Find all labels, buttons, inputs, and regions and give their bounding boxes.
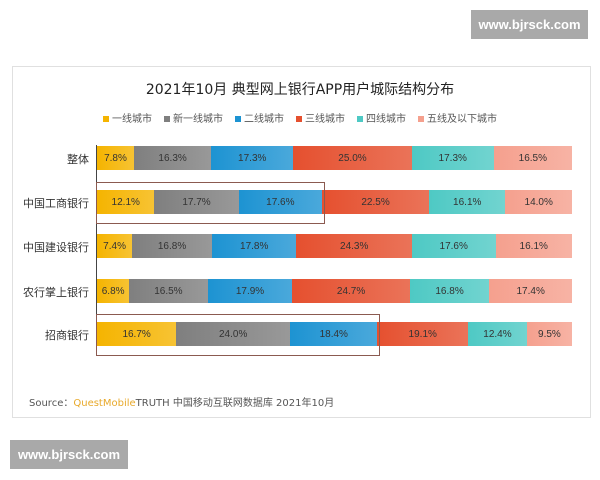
category-label: 招商银行 xyxy=(45,329,89,342)
legend-label: 一线城市 xyxy=(112,114,152,125)
bar-segment: 17.4% xyxy=(489,279,572,303)
legend: 一线城市 新一线城市 二线城市 三线城市 四线城市 五线及以下城市 xyxy=(0,110,600,125)
category-label: 中国建设银行 xyxy=(23,241,89,254)
highlight-box xyxy=(96,182,326,224)
bar-segment: 24.7% xyxy=(292,279,410,303)
bar-segment: 14.0% xyxy=(505,190,572,214)
source-note: Source：QuestMobileTRUTH 中国移动互联网数据库 2021年… xyxy=(29,394,334,409)
bar-row: 7.8% 16.3% 17.3% 25.0% 17.3% 16.5% xyxy=(97,146,572,170)
category-label: 中国工商银行 xyxy=(23,197,89,210)
legend-swatch xyxy=(357,116,363,122)
legend-swatch xyxy=(164,116,170,122)
category-label: 整体 xyxy=(67,153,89,166)
bar-segment: 9.5% xyxy=(526,322,572,346)
bar-row: 12.1% 17.7% 17.6% 22.5% 16.1% 14.0% xyxy=(97,190,572,214)
bar-segment: 17.9% xyxy=(207,279,293,303)
bar-segment: 24.0% xyxy=(176,322,291,346)
legend-swatch xyxy=(235,116,241,122)
bar-row: 6.8% 16.5% 17.9% 24.7% 16.8% 17.4% xyxy=(97,279,572,303)
source-text: TRUTH 中国移动互联网数据库 2021年10月 xyxy=(135,398,335,409)
source-brand: QuestMobile xyxy=(73,398,136,409)
bar-segment: 17.6% xyxy=(411,234,496,258)
bar-segment: 17.3% xyxy=(411,146,494,170)
bar-segment: 16.1% xyxy=(495,234,572,258)
legend-label: 新一线城市 xyxy=(173,114,223,125)
bar-segment: 16.1% xyxy=(429,190,506,214)
highlight-box xyxy=(96,314,381,356)
bar-segment: 7.8% xyxy=(97,146,134,170)
source-prefix: Source： xyxy=(29,398,74,409)
legend-label: 二线城市 xyxy=(244,114,284,125)
bar-segment: 16.5% xyxy=(129,279,208,303)
bar-row: 7.4% 16.8% 17.8% 24.3% 17.6% 16.1% xyxy=(97,234,572,258)
bar-segment: 12.1% xyxy=(97,190,155,214)
watermark-top: www.bjrsck.com xyxy=(471,10,588,39)
bar-segment: 7.4% xyxy=(97,234,133,258)
chart-title: 2021年10月 典型网上银行APP用户城际结构分布 xyxy=(145,82,455,98)
bar-segment: 19.1% xyxy=(377,322,469,346)
legend-item: 四线城市 xyxy=(357,110,406,125)
bar-segment: 17.6% xyxy=(238,190,323,214)
bar-segment: 24.3% xyxy=(296,234,412,258)
bar-segment: 12.4% xyxy=(468,322,527,346)
bar-segment: 16.8% xyxy=(409,279,490,303)
bar-segment: 17.7% xyxy=(154,190,239,214)
bar-segment: 25.0% xyxy=(293,146,412,170)
bar-segment: 17.3% xyxy=(211,146,294,170)
bar-segment: 16.3% xyxy=(133,146,212,170)
legend-item: 二线城市 xyxy=(235,110,284,125)
bar-row: 16.7% 24.0% 18.4% 19.1% 12.4% 9.5% xyxy=(97,322,572,346)
legend-swatch xyxy=(103,116,109,122)
legend-label: 四线城市 xyxy=(366,114,406,125)
legend-swatch xyxy=(418,116,424,122)
bar-segment: 22.5% xyxy=(322,190,429,214)
watermark-bottom: www.bjrsck.com xyxy=(10,440,128,469)
legend-swatch xyxy=(296,116,302,122)
legend-item: 五线及以下城市 xyxy=(418,110,497,125)
y-axis-line xyxy=(96,145,97,355)
bar-segment: 17.8% xyxy=(211,234,297,258)
category-label: 农行掌上银行 xyxy=(23,286,89,299)
legend-label: 三线城市 xyxy=(305,114,345,125)
legend-item: 三线城市 xyxy=(296,110,345,125)
bar-segment: 18.4% xyxy=(290,322,378,346)
bar-segment: 16.7% xyxy=(97,322,177,346)
legend-item: 新一线城市 xyxy=(164,110,223,125)
legend-item: 一线城市 xyxy=(103,110,152,125)
bar-segment: 16.5% xyxy=(493,146,572,170)
bar-segment: 6.8% xyxy=(97,279,130,303)
bar-segment: 16.8% xyxy=(132,234,212,258)
legend-label: 五线及以下城市 xyxy=(427,114,497,125)
